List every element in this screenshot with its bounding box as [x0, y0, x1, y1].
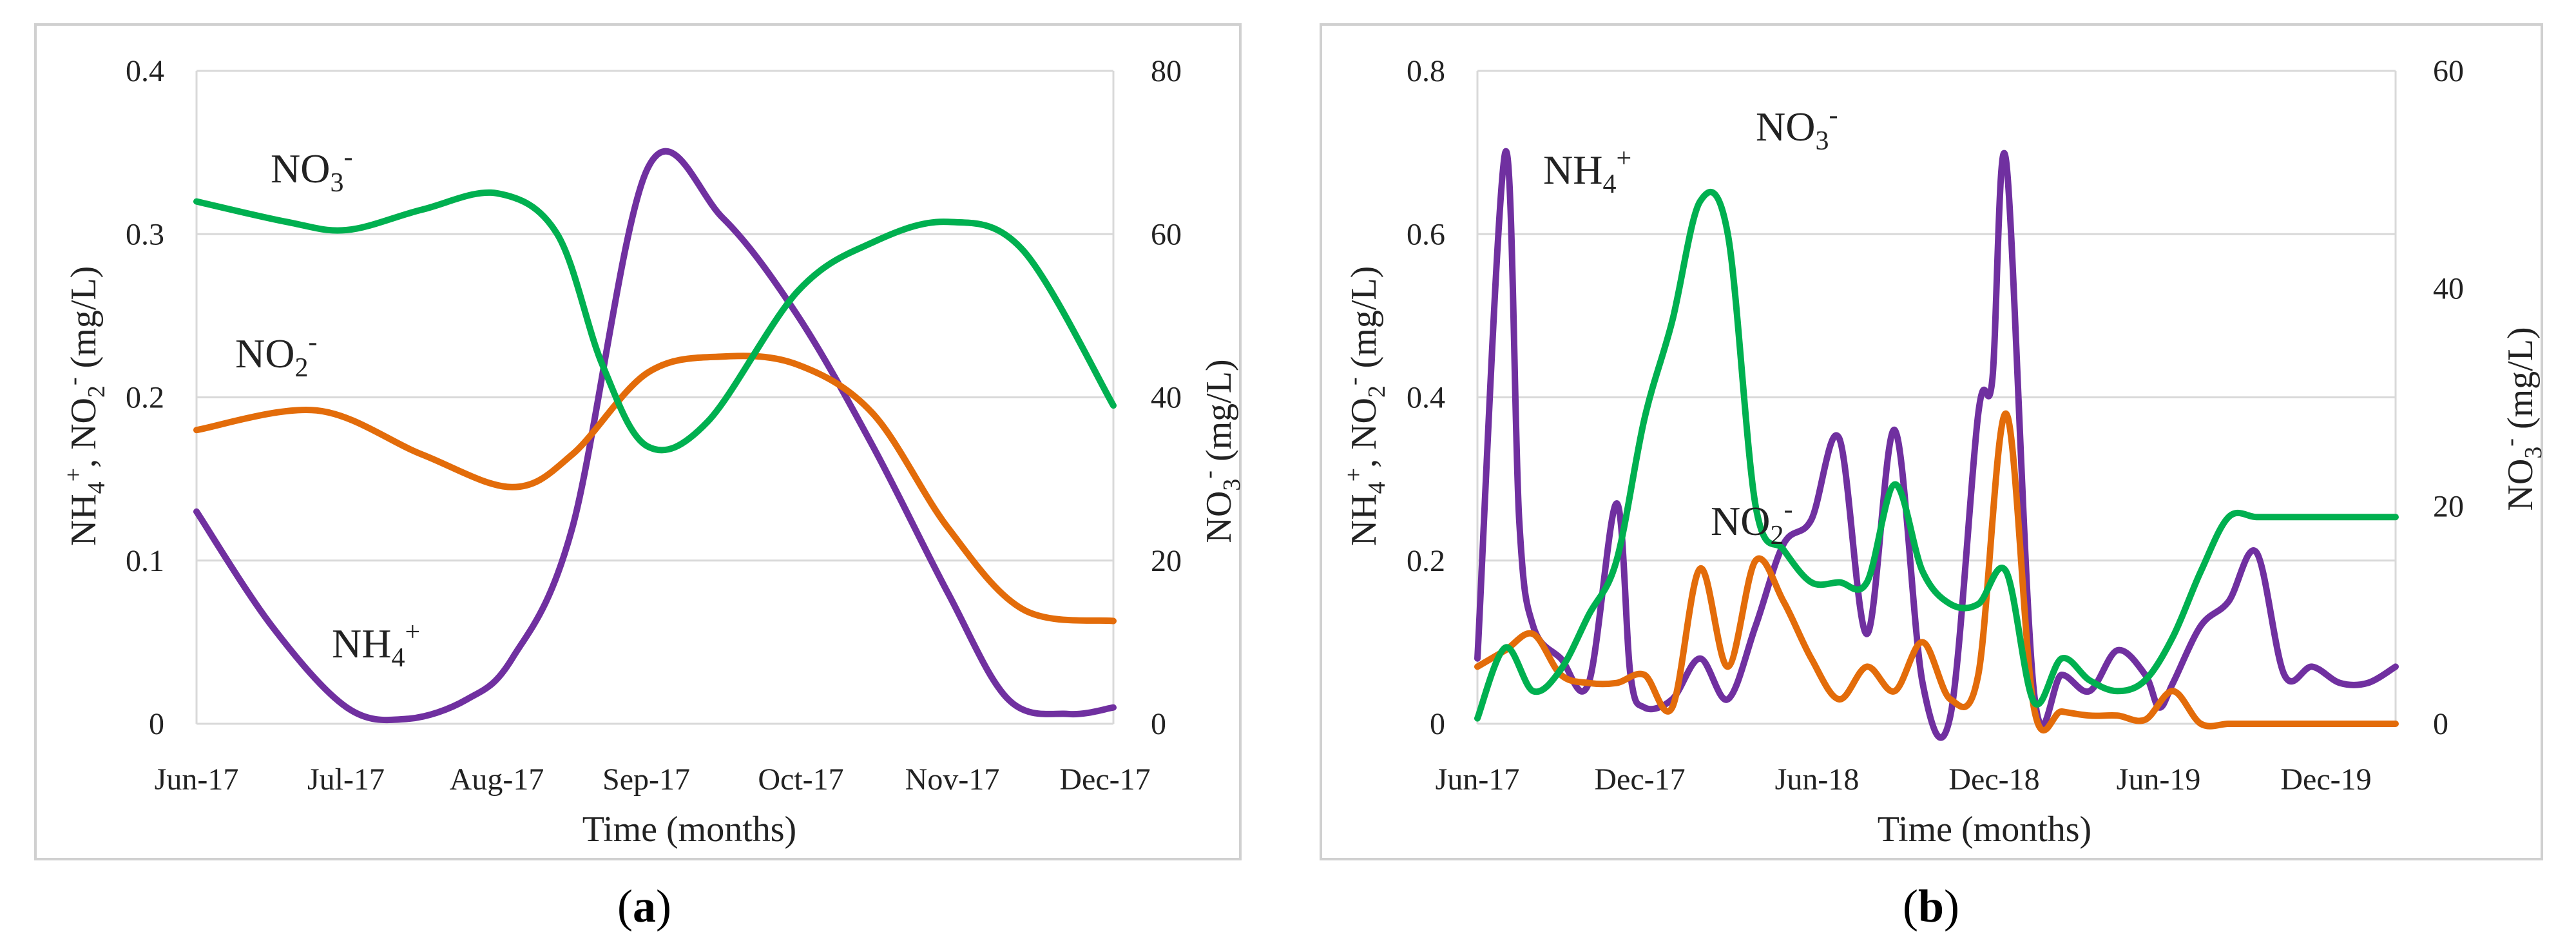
series-line-no3	[193, 189, 1117, 454]
y-tick-label: 0.6	[1407, 217, 1445, 251]
chart-panel-b: 0 0.2 0.4 0.6 0.8 0 20 40 60 Jun-17 Dec-17 Jun-18…	[1320, 23, 2547, 860]
y-right-tick-label: 40	[2433, 272, 2464, 306]
x-tick-label: Jun-18	[1775, 762, 1860, 797]
y-tick-label: 0.4	[126, 54, 164, 88]
x-tick-labels: Jun-17 Dec-17 Jun-18 Dec-18 Jun-19 Dec-19	[1436, 762, 2372, 797]
x-tick-label: Jul-17	[307, 762, 385, 797]
right-y-axis-title: NO3- (mg/L)	[2497, 327, 2547, 510]
label-no2: NO2-	[1711, 495, 1793, 550]
y-right-tick-label: 60	[1151, 217, 1182, 251]
series-lines	[1474, 148, 2399, 741]
panel-caption-a: (a)	[617, 880, 671, 932]
series-line-no2	[1474, 410, 2399, 733]
y-tick-label: 0.1	[126, 544, 164, 578]
y-right-tick-label: 20	[2433, 489, 2464, 523]
left-y-tick-labels: 0 0.2 0.4 0.6 0.8	[1407, 54, 1445, 741]
y-tick-label: 0.2	[1407, 544, 1445, 578]
y-right-tick-label: 80	[1151, 54, 1182, 88]
gridlines	[195, 70, 1115, 725]
series-line-no2	[193, 353, 1117, 625]
x-tick-label: Jun-17	[1436, 762, 1520, 797]
left-y-axis-title: NH4+, NO2- (mg/L)	[60, 266, 110, 547]
y-right-tick-label: 40	[1151, 381, 1182, 415]
left-y-axis-title: NH4+, NO2- (mg/L)	[1340, 266, 1390, 547]
panel-caption-b: (b)	[1903, 880, 1959, 932]
series-line-no3	[1474, 189, 2399, 722]
y-right-tick-label: 60	[2433, 54, 2464, 88]
y-tick-label: 0.8	[1407, 54, 1445, 88]
right-y-tick-labels: 0 20 40 60	[2433, 54, 2464, 741]
y-right-tick-label: 0	[2433, 707, 2448, 741]
x-tick-label: Sep-17	[602, 762, 690, 797]
x-tick-label: Jun-19	[2117, 762, 2201, 797]
left-y-tick-labels: 0 0.1 0.2 0.3 0.4	[126, 54, 164, 741]
x-tick-label: Dec-18	[1948, 762, 2039, 797]
label-no3: NO3-	[271, 142, 352, 198]
label-nh4: NH4+	[1543, 144, 1631, 199]
x-tick-label: Dec-17	[1594, 762, 1685, 797]
chart-panel-a: 0 0.1 0.2 0.3 0.4 0 20 40 60 80 Jun-17 Jul-17 Aug-…	[34, 23, 1245, 860]
y-tick-label: 0.4	[1407, 381, 1445, 415]
label-no2: NO2-	[235, 327, 317, 383]
y-tick-label: 0	[149, 707, 164, 741]
y-right-tick-label: 20	[1151, 544, 1182, 578]
right-y-axis-title: NO3- (mg/L)	[1195, 359, 1245, 543]
x-axis-title: Time (months)	[1878, 809, 2091, 849]
series-line-nh4	[193, 148, 1117, 724]
y-right-tick-label: 0	[1151, 707, 1166, 741]
label-no3: NO3-	[1756, 101, 1838, 156]
y-tick-label: 0	[1430, 707, 1445, 741]
x-tick-label: Aug-17	[450, 762, 544, 797]
x-tick-label: Oct-17	[758, 762, 843, 797]
y-tick-label: 0.2	[126, 381, 164, 415]
y-tick-label: 0.3	[126, 217, 164, 251]
x-tick-label: Dec-17	[1059, 762, 1150, 797]
right-y-tick-labels: 0 20 40 60 80	[1151, 54, 1182, 741]
x-tick-label: Dec-19	[2280, 762, 2371, 797]
x-axis-title: Time (months)	[582, 809, 796, 849]
x-tick-labels: Jun-17 Jul-17 Aug-17 Sep-17 Oct-17 Nov-17 Dec-…	[155, 762, 1151, 797]
label-nh4: NH4+	[332, 617, 420, 673]
x-tick-label: Nov-17	[905, 762, 1000, 797]
x-tick-label: Jun-17	[155, 762, 239, 797]
series-lines	[193, 148, 1117, 724]
